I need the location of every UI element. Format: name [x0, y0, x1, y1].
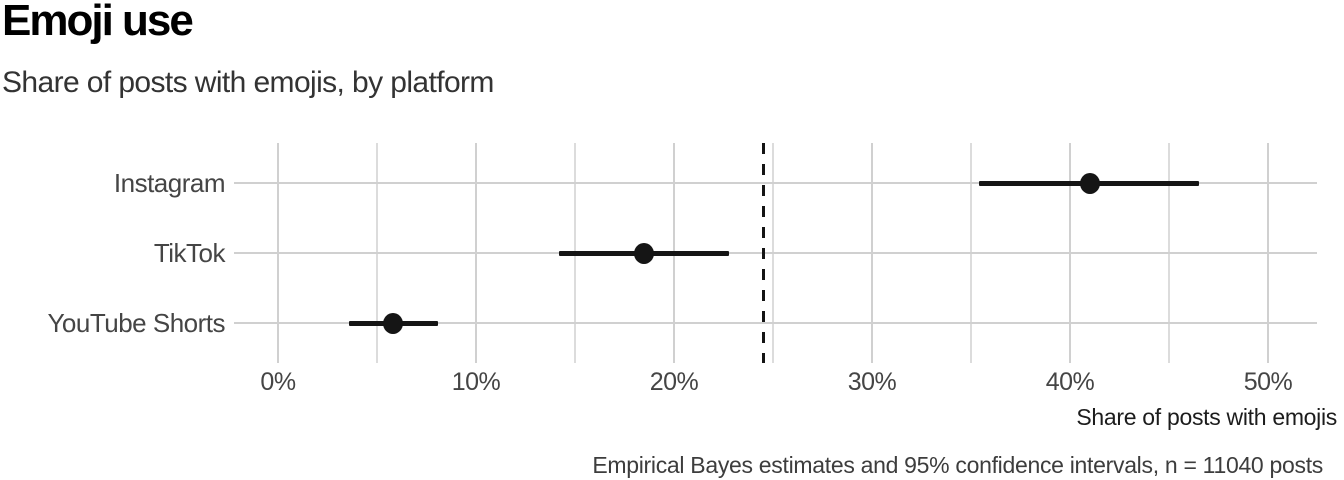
estimate-dot	[382, 312, 403, 334]
y-axis-label: Instagram	[113, 168, 226, 198]
chart-subtitle: Share of posts with emojis, by platform	[2, 66, 494, 99]
y-axis-label: TikTok	[153, 238, 226, 268]
y-axis-label: YouTube Shorts	[47, 308, 225, 338]
x-axis-title: Share of posts with emojis	[1076, 404, 1337, 430]
gridline-horizontal	[234, 322, 1317, 324]
x-tick-label: 50%	[1243, 368, 1293, 396]
estimate-dot	[634, 242, 655, 264]
x-tick-label: 40%	[1045, 368, 1095, 396]
gridline-horizontal	[234, 182, 1317, 184]
gridline-horizontal	[234, 252, 1317, 254]
reference-line-dashed	[761, 143, 765, 363]
estimate-dot	[1079, 172, 1100, 194]
x-tick-label: 0%	[260, 368, 296, 396]
x-tick-label: 30%	[847, 368, 897, 396]
plot-panel	[234, 143, 1317, 363]
x-tick-label: 20%	[649, 368, 699, 396]
x-tick-label: 10%	[451, 368, 501, 396]
chart-caption: Empirical Bayes estimates and 95% confid…	[592, 452, 1323, 478]
chart-title: Emoji use	[2, 0, 194, 45]
